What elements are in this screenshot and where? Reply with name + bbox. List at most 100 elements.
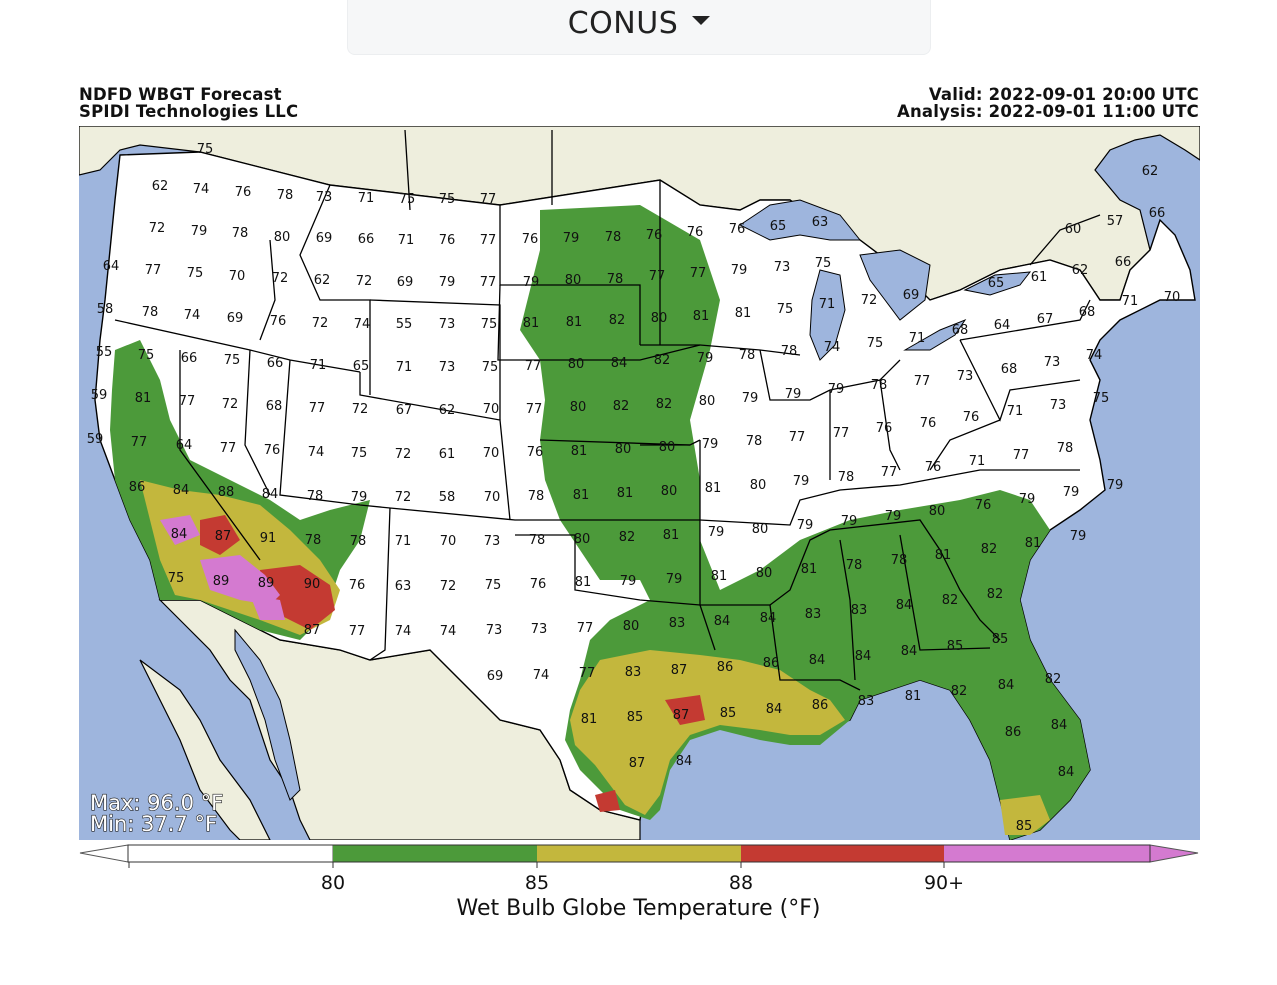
map-value-label: 82: [619, 530, 636, 545]
map-value-label: 87: [215, 529, 232, 544]
map-value-label: 76: [920, 416, 937, 431]
map-value-label: 71: [1122, 294, 1139, 309]
map-value-label: 81: [935, 548, 952, 563]
map-value-label: 76: [876, 421, 893, 436]
map-value-label: 65: [353, 359, 370, 374]
map-value-label: 67: [1037, 312, 1054, 327]
colorbar-tick-88: 88: [728, 872, 754, 894]
map-value-label: 80: [574, 532, 591, 547]
map-value-label: 72: [861, 293, 878, 308]
map-value-label: 78: [305, 533, 322, 548]
map-value-label: 84: [998, 678, 1015, 693]
map-value-label: 71: [1007, 404, 1024, 419]
map-value-label: 76: [963, 410, 980, 425]
gulf-of-california: [234, 628, 301, 801]
map-value-label: 77: [579, 666, 596, 681]
map-value-label: 78: [607, 272, 624, 287]
map-value-label: 69: [487, 669, 504, 684]
map-value-label: 81: [581, 712, 598, 727]
map-value-label: 66: [267, 356, 284, 371]
map-value-label: 81: [735, 306, 752, 321]
wbgt-red-areas: [200, 515, 705, 812]
colorbar-tick-85: 85: [524, 872, 550, 894]
map-value-label: 70: [484, 490, 501, 505]
map-value-label: 72: [222, 397, 239, 412]
map-value-label: 72: [149, 221, 166, 236]
map-value-label: 59: [87, 432, 104, 447]
lake-michigan: [809, 269, 846, 361]
map-value-label: 78: [1057, 441, 1074, 456]
map-value-label: 79: [828, 382, 845, 397]
map-value-label: 77: [914, 374, 931, 389]
map-value-label: 84: [611, 356, 628, 371]
map-value-label: 57: [1107, 214, 1124, 229]
map-value-label: 84: [901, 644, 918, 659]
region-select[interactable]: CONUS: [347, 0, 931, 55]
map-value-label: 81: [905, 689, 922, 704]
map-value-label: 79: [708, 525, 725, 540]
map-value-label: 63: [812, 215, 829, 230]
map-value-label: 77: [480, 192, 497, 207]
map-value-label: 62: [439, 403, 456, 418]
map-value-label: 81: [617, 486, 634, 501]
map-value-label: 84: [760, 611, 777, 626]
map-value-label: 79: [1107, 478, 1124, 493]
map-value-label: 71: [358, 191, 375, 206]
map-value-label: 85: [1016, 819, 1033, 834]
map-value-label: 77: [220, 441, 237, 456]
map-value-label: 81: [1025, 536, 1042, 551]
map-value-label: 81: [571, 444, 588, 459]
map-value-label: 59: [91, 388, 108, 403]
map-value-label: 90: [304, 577, 321, 592]
map-value-label: 63: [395, 579, 412, 594]
map-value-label: 78: [232, 226, 249, 241]
map-value-label: 78: [891, 553, 908, 568]
map-value-label: 91: [260, 531, 277, 546]
map-value-label: 72: [356, 274, 373, 289]
map-value-label: 80: [661, 484, 678, 499]
map-value-label: 72: [440, 579, 457, 594]
min-value: Min: 37.7 °F: [89, 812, 218, 836]
map-value-label: 78: [838, 470, 855, 485]
map-value-label: 84: [714, 614, 731, 629]
map-value-label: 86: [717, 660, 734, 675]
map-value-label: 79: [731, 263, 748, 278]
map-value-label: 83: [805, 607, 822, 622]
colorbar-title: Wet Bulb Globe Temperature (°F): [456, 896, 821, 921]
map-value-label: 81: [705, 481, 722, 496]
map-value-label: 71: [398, 233, 415, 248]
map-value-label: 62: [1142, 164, 1159, 179]
map-value-label: 78: [528, 489, 545, 504]
map-value-label: 80: [651, 311, 668, 326]
lake-erie: [903, 318, 967, 351]
map-value-label: 81: [801, 562, 818, 577]
map-value-label: 61: [1031, 270, 1048, 285]
map-value-label: 77: [525, 359, 542, 374]
map-value-label: 64: [176, 438, 193, 453]
map-value-label: 83: [858, 694, 875, 709]
map-value-label: 89: [258, 576, 275, 591]
map-value-label: 68: [266, 399, 283, 414]
map-value-label: 75: [138, 348, 155, 363]
map-title: NDFD WBGT Forecast: [79, 85, 282, 104]
map-value-label: 83: [669, 616, 686, 631]
map-value-label: 73: [316, 190, 333, 205]
map-value-label: 79: [885, 509, 902, 524]
map-value-label: 85: [627, 710, 644, 725]
map-value-label: 79: [351, 490, 368, 505]
map-value-label: 80: [750, 478, 767, 493]
map-value-label: 80: [752, 522, 769, 537]
map-value-label: 77: [145, 263, 162, 278]
map-header-left: NDFD WBGT Forecast SPIDI Technologies LL…: [79, 86, 298, 120]
map-value-label: 82: [981, 542, 998, 557]
map-value-label: 74: [440, 624, 457, 639]
map-value-label: 73: [1050, 398, 1067, 413]
map-value-label: 60: [1065, 222, 1082, 237]
map-value-label: 76: [925, 460, 942, 475]
map-value-label: 78: [871, 378, 888, 393]
map-value-label: 62: [314, 273, 331, 288]
map-value-label: 87: [629, 756, 646, 771]
map-value-label: 78: [142, 305, 159, 320]
wbgt-map: 75 62 74 76 78 73 71 75 75 77 72 79 78 80 69 66 71 76 77 76…: [79, 126, 1200, 840]
lake-ontario: [963, 271, 1032, 296]
